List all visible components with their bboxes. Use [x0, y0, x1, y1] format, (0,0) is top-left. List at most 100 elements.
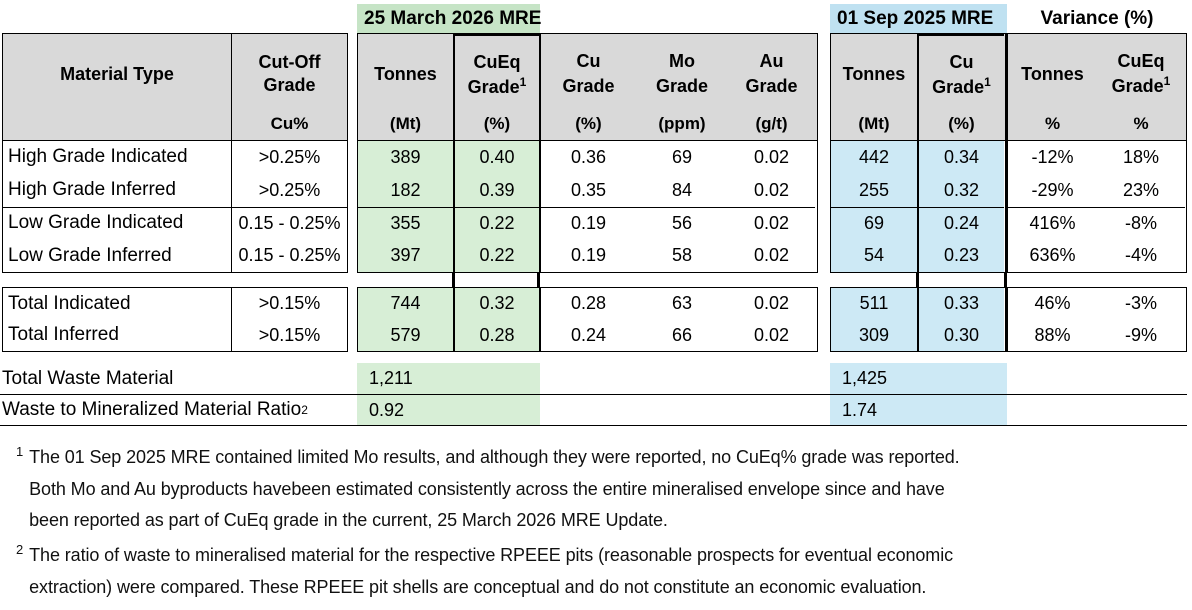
march-cueq-cell: 0.40 [453, 141, 541, 174]
march-cueq-cell: 0.22 [453, 239, 541, 272]
march-au-cell: 0.02 [753, 179, 790, 200]
material-cell: Low Grade Inferred [8, 244, 172, 266]
march-tonnes-cell: 579 [358, 319, 453, 351]
border-stub [452, 273, 455, 287]
variance-data: -12% 18% -29% 23% 416% -8% 636% -4% [1007, 141, 1187, 273]
footnote-line: been reported as part of CuEq grade in t… [29, 510, 668, 530]
march-cu-cell: 0.19 [541, 206, 636, 240]
material-cell: Total Indicated [8, 292, 131, 314]
variance-header: Tonnes % CuEq Grade1 % [1007, 33, 1187, 141]
variance-tonnes-cell: 88% [1034, 324, 1071, 345]
material-cell: Total Inferred [8, 324, 119, 346]
cutoff-unit: Cu% [270, 114, 309, 133]
sep-mre-header: Tonnes (Mt) Cu Grade1 (%) [830, 33, 1007, 141]
march-cu-cell: 0.24 [570, 324, 607, 345]
variance-cueq-header-cell: CuEq Grade1 % [1111, 51, 1171, 133]
cutoff-cell: 0.15 - 0.25% [231, 239, 347, 272]
waste-sep-value: 1,425 [830, 363, 1007, 394]
material-cell: High Grade Inferred [8, 179, 176, 201]
cutoff-cell: 0.15 - 0.25% [231, 206, 347, 240]
sep-mre-band: 01 Sep 2025 MRE [830, 4, 1007, 33]
footnote-1: 1 The 01 Sep 2025 MRE contained limited … [16, 442, 1186, 537]
march-mo-cell: 84 [671, 179, 693, 200]
variance-tonnes-cell: -12% [1031, 146, 1074, 167]
sep-cu-cell: 0.32 [917, 173, 1004, 207]
waste-row-label: Total Waste Material [2, 367, 174, 389]
march-mo-header-cell: Mo Grade (ppm) [655, 51, 709, 133]
cutoff-cell: >0.15% [231, 319, 347, 351]
waste-ratio-row: 0.92 1.74 Waste to Mineralized Material … [0, 395, 1187, 426]
sep-tonnes-cell: 69 [831, 206, 917, 240]
march-au-header-cell: Au Grade (g/t) [745, 51, 798, 133]
totals-march: 744 0.32 0.28 63 0.02 579 0.28 0.24 66 0… [357, 287, 818, 352]
sep-tonnes-header-cell: Tonnes (Mt) [842, 63, 906, 133]
march-tonnes-cell: 355 [358, 206, 453, 240]
march-tonnes-header-cell: Tonnes (Mt) [374, 63, 437, 133]
cutoff-label: Cut-Off Grade [258, 51, 321, 95]
border-stub [1004, 273, 1007, 287]
sep-tonnes-cell: 309 [831, 319, 917, 351]
footnote-line: The ratio of waste to mineralised materi… [29, 545, 953, 565]
sep-cu-cell: 0.34 [917, 141, 1004, 174]
march-mo-cell: 58 [671, 245, 693, 266]
sep-cu-cell: 0.24 [917, 206, 1004, 240]
march-cueq-header-cell: CuEq Grade1 (%) [453, 34, 541, 140]
march-tonnes-cell: 744 [358, 288, 453, 320]
variance-tonnes-cell: 46% [1034, 293, 1071, 314]
sep-cu-cell: 0.23 [917, 239, 1004, 272]
march-cu-cell: 0.19 [570, 245, 607, 266]
footnote-2: 2 The ratio of waste to mineralised mate… [16, 540, 1186, 603]
march-tonnes-cell: 182 [358, 173, 453, 207]
totals-sep: 511 0.33 309 0.30 [830, 287, 1007, 352]
waste-march-value: 1,211 [357, 363, 540, 394]
march-mo-cell: 63 [671, 293, 693, 314]
march-cueq-cell: 0.28 [453, 319, 541, 351]
footnote-line: The 01 Sep 2025 MRE contained limited Mo… [29, 447, 960, 467]
cutoff-header-cell: Cut-Off Grade Cu% [231, 34, 347, 140]
march-au-cell: 0.02 [728, 206, 815, 240]
sep-tonnes-cell: 255 [831, 173, 917, 207]
variance-tonnes-cell: 416% [1008, 206, 1097, 240]
material-type-label: Material Type [60, 64, 174, 85]
material-cutoff-data: High Grade Indicated >0.25% High Grade I… [2, 141, 348, 273]
sep-cu-header-cell: Cu Grade1 (%) [917, 34, 1004, 140]
variance-tonnes-header-cell: Tonnes % [1021, 63, 1084, 133]
sep-cu-cell: 0.30 [917, 319, 1004, 351]
march-mre-header: Tonnes (Mt) CuEq Grade1 (%) Cu Grade (%)… [357, 33, 818, 141]
march-tonnes-cell: 397 [358, 239, 453, 272]
variance-cueq-cell: 23% [1122, 179, 1160, 200]
material-type-header-cell: Material Type [3, 34, 231, 140]
march-cu-header-cell: Cu Grade (%) [562, 51, 615, 133]
variance-tonnes-cell: 636% [1029, 245, 1076, 266]
sep-tonnes-cell: 54 [831, 239, 917, 272]
ratio-sep-value: 1.74 [830, 395, 1007, 425]
march-cu-cell: 0.28 [570, 293, 607, 314]
totals-variance: 46% -3% 88% -9% [1007, 287, 1187, 352]
footnote-marker: 1 [16, 444, 24, 459]
variance-tonnes-cell: -29% [1031, 179, 1074, 200]
march-mre-data: 389 0.40 0.36 69 0.02 182 0.39 0.35 84 0… [357, 141, 818, 273]
march-tonnes-cell: 389 [358, 141, 453, 174]
variance-cueq-cell: -3% [1124, 293, 1157, 314]
variance-cueq-cell: -8% [1097, 206, 1185, 240]
march-au-cell: 0.02 [753, 245, 790, 266]
march-cueq-cell: 0.39 [453, 173, 541, 207]
march-cu-cell: 0.36 [570, 146, 607, 167]
ratio-march-value: 0.92 [357, 395, 540, 425]
march-mo-cell: 66 [671, 324, 693, 345]
sep-mre-data: 442 0.34 255 0.32 69 0.24 54 0.23 [830, 141, 1007, 273]
footnote-marker: 2 [16, 542, 24, 557]
footnote-line: extraction) were compared. These RPEEE p… [29, 576, 927, 597]
variance-cueq-cell: -9% [1124, 324, 1157, 345]
march-au-cell: 0.02 [753, 146, 790, 167]
march-cueq-cell: 0.22 [453, 206, 541, 240]
march-mo-cell: 56 [636, 206, 728, 240]
total-waste-row: 1,211 1,425 Total Waste Material [0, 363, 1187, 395]
border-stub [537, 273, 540, 287]
variance-title: Variance (%) [1040, 8, 1154, 29]
variance-cueq-cell: -4% [1124, 245, 1157, 266]
cutoff-cell: >0.25% [231, 173, 347, 207]
march-cueq-cell: 0.32 [453, 288, 541, 320]
sep-tonnes-cell: 511 [831, 288, 917, 320]
